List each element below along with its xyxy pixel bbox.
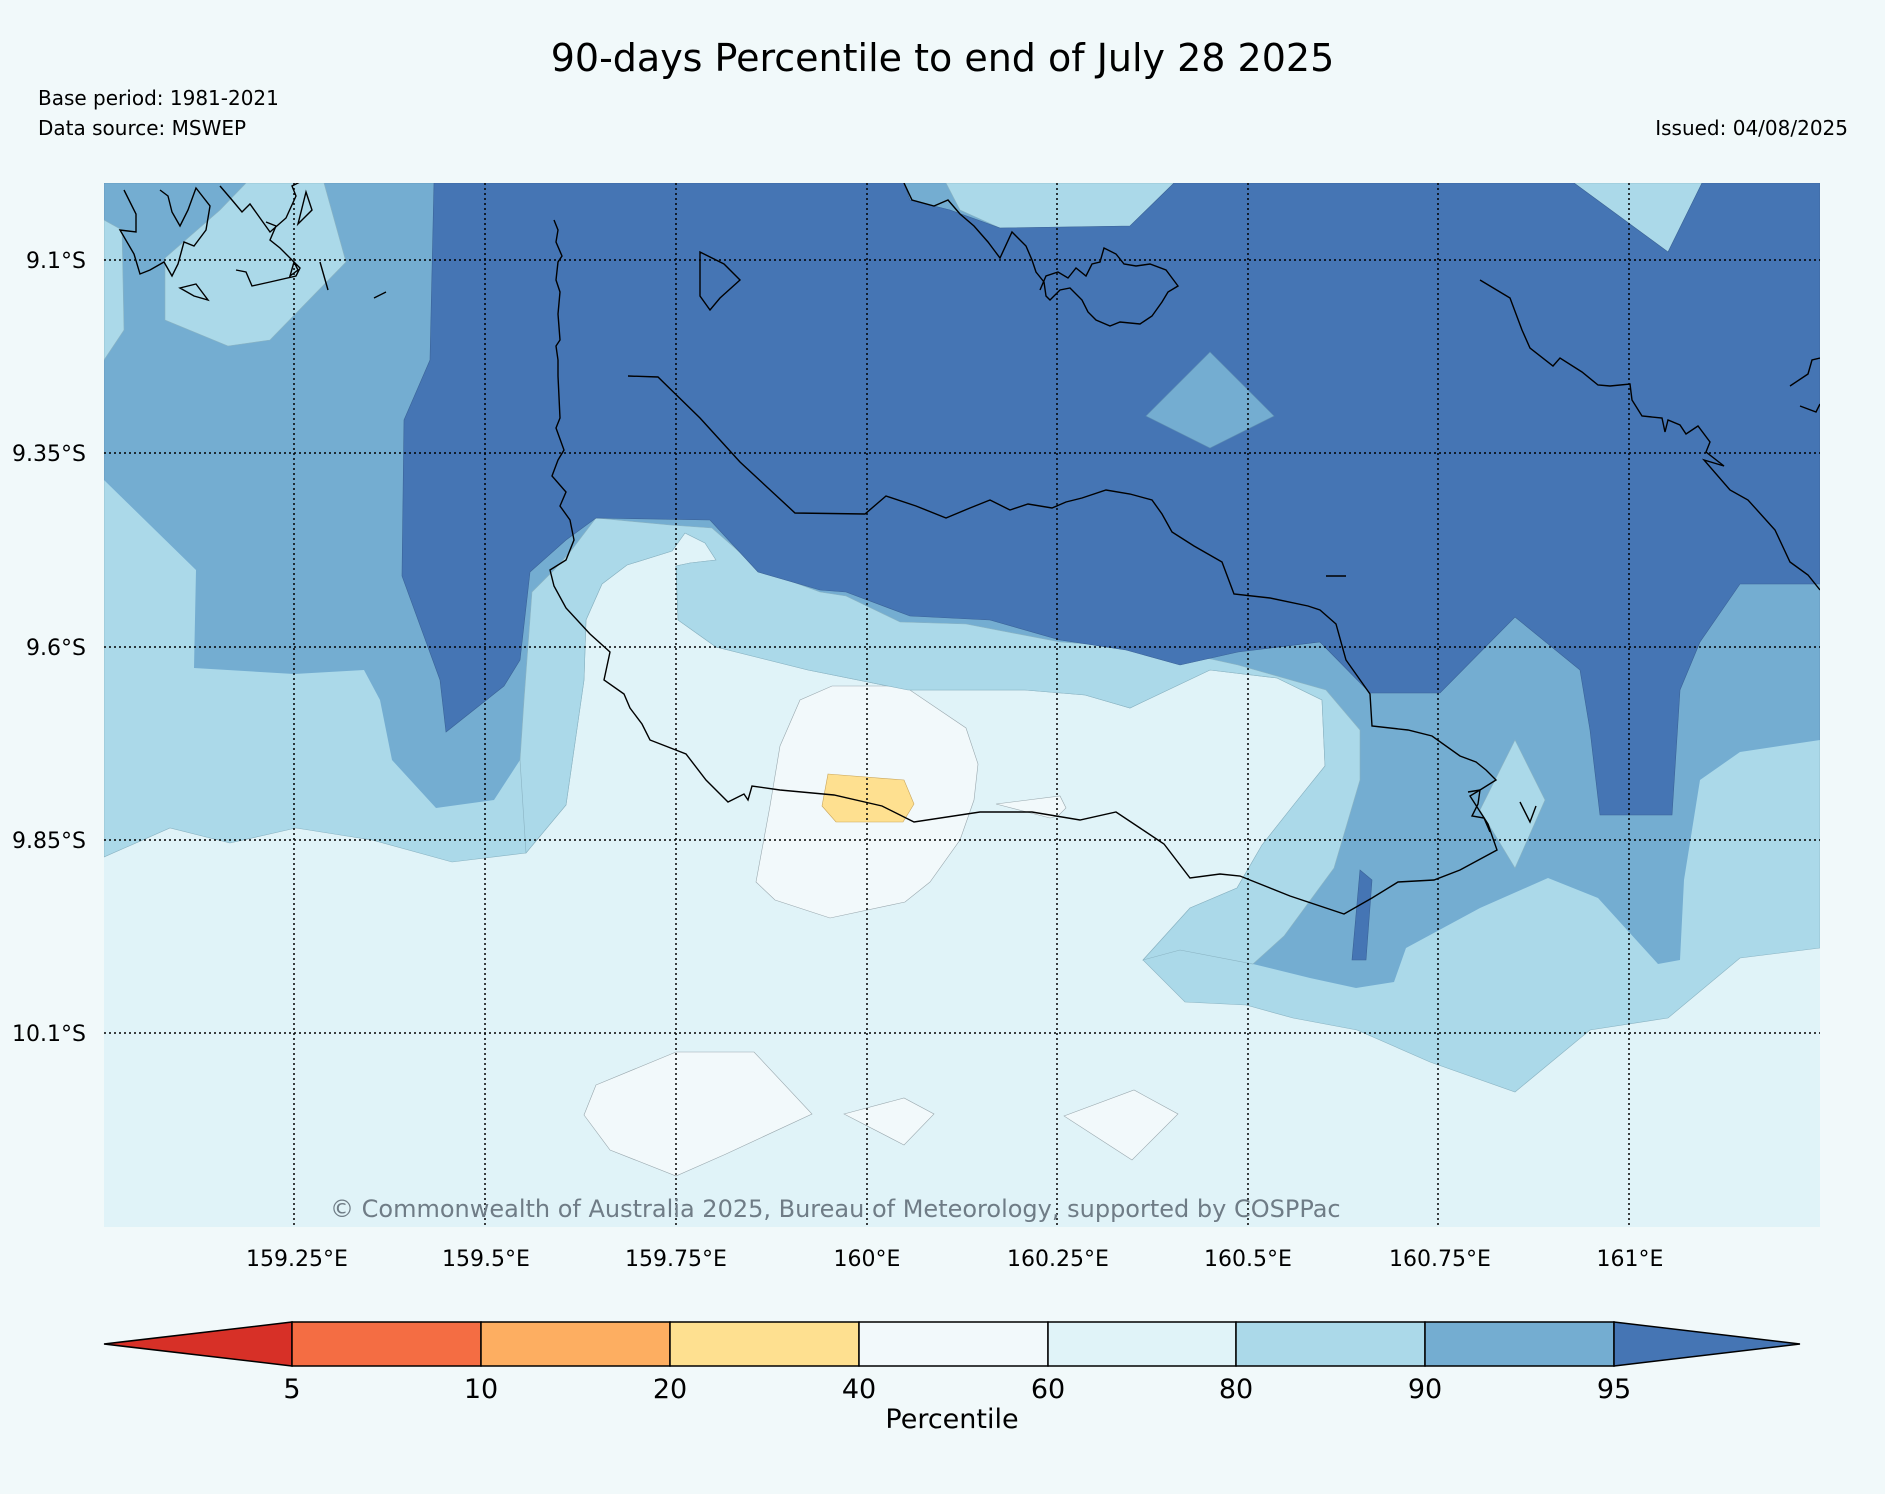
colorbar-tick-20: 20 [653, 1374, 687, 1405]
colorbar-tick-90: 90 [1408, 1374, 1442, 1405]
band-above-95-streak [1351, 869, 1373, 961]
lon-label-3: 159.75°E [625, 1247, 727, 1272]
issued-date: Issued: 04/08/2025 [1655, 116, 1848, 140]
colorbar-20-40 [669, 1321, 860, 1367]
colorbar [103, 1321, 1801, 1367]
lon-label-8: 161°E [1597, 1247, 1664, 1272]
band-80-90-east-diamond [1479, 739, 1546, 869]
lon-label-7: 160.75°E [1389, 1247, 1491, 1272]
colorbar-ticks: 5 10 20 40 60 80 90 95 Percentile [283, 1374, 1631, 1435]
band-80-90-northwest [164, 183, 347, 347]
map-area: © Commonwealth of Australia 2025, Bureau… [104, 183, 1820, 1227]
lon-label-2: 159.5°E [442, 1247, 530, 1272]
band-40-60-south-1 [583, 1051, 813, 1177]
base-period: Base period: 1981-2021 [38, 86, 279, 110]
band-90-95-island [1145, 351, 1275, 449]
coastline [118, 183, 1820, 915]
colorbar-10-20 [480, 1321, 671, 1367]
colorbar-below-5 [103, 1321, 293, 1367]
data-source: Data source: MSWEP [38, 116, 247, 140]
lat-label-4: 9.85°S [12, 829, 86, 854]
longitude-labels: 159.25°E 159.5°E 159.75°E 160°E 160.25°E… [246, 1247, 1663, 1272]
gridlines [104, 183, 1820, 1227]
copyright-text: © Commonwealth of Australia 2025, Bureau… [330, 1195, 1341, 1223]
colorbar-tick-40: 40 [842, 1374, 876, 1405]
colorbar-label: Percentile [885, 1404, 1018, 1435]
coastline-main-island [549, 219, 1498, 915]
band-above-95 [401, 183, 1820, 816]
coastline-northwest [118, 183, 387, 302]
lon-label-5: 160.25°E [1007, 1247, 1109, 1272]
map-title: 90-days Percentile to end of July 28 202… [550, 36, 1335, 80]
lat-label-5: 10.1°S [12, 1022, 86, 1047]
coastline-island-ring [699, 250, 742, 312]
colorbar-40-60 [858, 1321, 1049, 1367]
lat-label-3: 9.6°S [26, 636, 86, 661]
colorbar-tick-95: 95 [1597, 1374, 1631, 1405]
lon-label-1: 159.25°E [246, 1247, 348, 1272]
coastline-guadalcanal [1479, 279, 1820, 591]
coastline-east-spur [1467, 789, 1537, 833]
colorbar-80-90 [1235, 1321, 1426, 1367]
coastline-east-small [1789, 357, 1820, 413]
band-40-60-small [995, 795, 1067, 819]
colorbar-60-80 [1047, 1321, 1237, 1367]
colorbar-above-95 [1613, 1321, 1801, 1367]
lat-label-1: 9.1°S [26, 249, 86, 274]
lat-label-2: 9.35°S [12, 442, 86, 467]
colorbar-tick-60: 60 [1031, 1374, 1065, 1405]
latitude-labels: 9.1°S 9.35°S 9.6°S 9.85°S 10.1°S [12, 249, 86, 1047]
band-40-60-south-3 [1063, 1089, 1179, 1161]
colorbar-tick-5: 5 [283, 1374, 300, 1405]
lon-label-4: 160°E [834, 1247, 901, 1272]
band-80-90-west-edge [104, 219, 125, 361]
colorbar-tick-10: 10 [464, 1374, 498, 1405]
colorbar-90-95 [1424, 1321, 1615, 1367]
coastline-north-islands [903, 183, 1180, 327]
colorbar-tick-80: 80 [1219, 1374, 1253, 1405]
colorbar-5-10 [291, 1321, 482, 1367]
lon-label-6: 160.5°E [1204, 1247, 1292, 1272]
